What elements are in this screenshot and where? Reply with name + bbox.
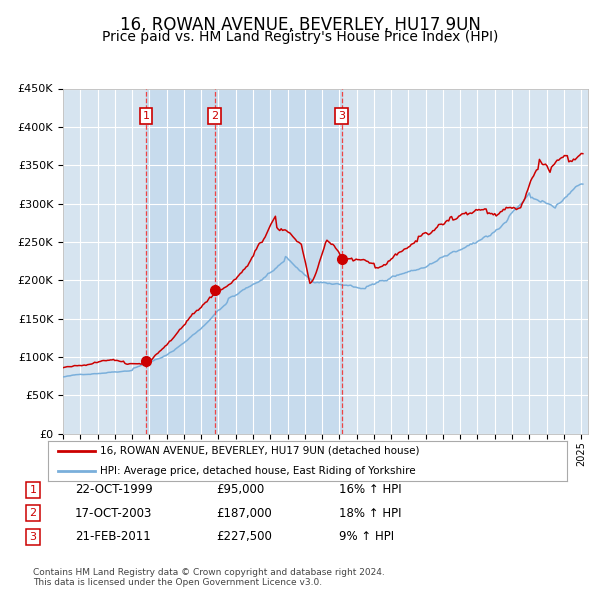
Text: 18% ↑ HPI: 18% ↑ HPI [339,507,401,520]
Text: 16, ROWAN AVENUE, BEVERLEY, HU17 9UN: 16, ROWAN AVENUE, BEVERLEY, HU17 9UN [119,16,481,34]
Bar [215,88,341,434]
Text: 1: 1 [29,485,37,494]
Text: 9% ↑ HPI: 9% ↑ HPI [339,530,394,543]
Text: £227,500: £227,500 [216,530,272,543]
Text: 16, ROWAN AVENUE, BEVERLEY, HU17 9UN (detached house): 16, ROWAN AVENUE, BEVERLEY, HU17 9UN (de… [100,446,419,455]
Text: Contains HM Land Registry data © Crown copyright and database right 2024.
This d: Contains HM Land Registry data © Crown c… [33,568,385,587]
Text: 16% ↑ HPI: 16% ↑ HPI [339,483,401,496]
Text: £187,000: £187,000 [216,507,272,520]
Text: HPI: Average price, detached house, East Riding of Yorkshire: HPI: Average price, detached house, East… [100,466,416,476]
Text: 17-OCT-2003: 17-OCT-2003 [75,507,152,520]
Bar [146,88,215,434]
Text: 3: 3 [338,111,345,121]
Text: 22-OCT-1999: 22-OCT-1999 [75,483,153,496]
Text: Price paid vs. HM Land Registry's House Price Index (HPI): Price paid vs. HM Land Registry's House … [102,30,498,44]
Text: 2: 2 [211,111,218,121]
Text: 21-FEB-2011: 21-FEB-2011 [75,530,151,543]
Text: £95,000: £95,000 [216,483,264,496]
Text: 2: 2 [29,509,37,518]
Text: 3: 3 [29,532,37,542]
Text: 1: 1 [143,111,149,121]
